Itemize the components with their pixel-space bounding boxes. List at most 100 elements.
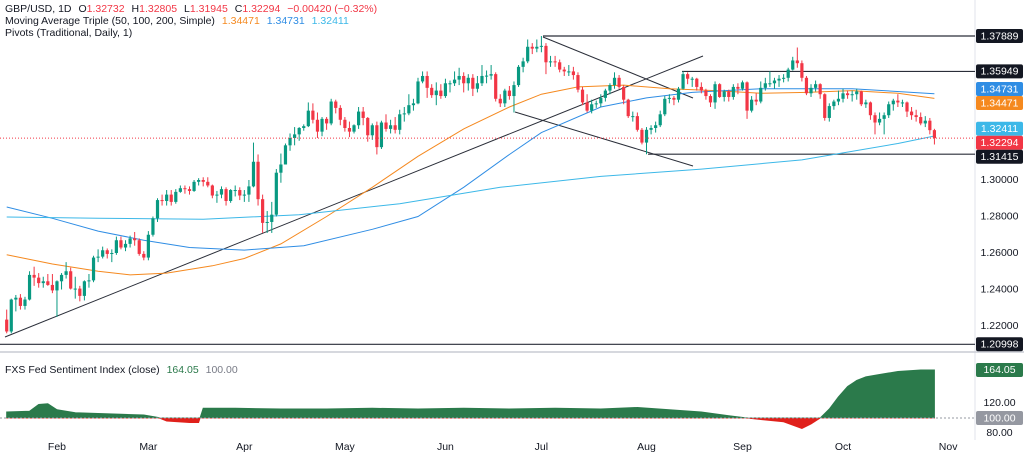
candle-body: [55, 281, 59, 291]
x-tick-label: Mar: [139, 441, 158, 453]
indicator-name: Moving Average Triple (50, 100, 200, Sim…: [5, 15, 215, 27]
candle-body: [306, 110, 310, 127]
candle-body: [471, 77, 475, 89]
x-tick-label: Sep: [733, 441, 752, 453]
candle-body: [649, 127, 653, 130]
candle-body: [909, 111, 914, 116]
axis-label-box: [976, 135, 1023, 150]
candle-body: [457, 75, 461, 80]
candle-body: [891, 100, 895, 105]
ohlc-key: C: [234, 3, 243, 15]
candle-body: [270, 214, 274, 222]
candle-body: [293, 134, 297, 139]
candle-body: [914, 115, 918, 118]
sub-value: 164.05: [166, 364, 199, 376]
candle-body: [672, 97, 676, 100]
candle-body: [402, 113, 406, 115]
candle-body: [238, 190, 242, 196]
candle-body: [315, 119, 320, 132]
ma-value: 1.32411: [311, 15, 349, 27]
candle-body: [59, 274, 64, 282]
legend-row: GBP/USD, 1D O1.32732 H1.32805 L1.31945 C…: [5, 3, 381, 15]
candle-body: [590, 104, 594, 111]
candle-body: [562, 69, 566, 72]
candle-body: [224, 189, 228, 201]
x-tick-label: Jun: [437, 441, 454, 453]
candle-body: [855, 91, 859, 95]
candle-body: [827, 106, 831, 118]
candle-body: [384, 122, 388, 129]
y-tick-label: 80.00: [986, 427, 1012, 439]
candle-body: [448, 83, 452, 85]
candle-body: [548, 61, 553, 63]
candle-body: [41, 281, 45, 284]
candle-body: [695, 78, 699, 87]
candle-body: [818, 84, 822, 95]
candle-body: [352, 125, 356, 132]
candle-body: [740, 82, 745, 89]
candle-body: [128, 238, 132, 244]
candle-body: [114, 240, 118, 254]
candle-body: [5, 319, 9, 332]
candle-body: [868, 102, 873, 116]
candle-body: [754, 99, 758, 102]
candle-body: [302, 126, 306, 128]
candle-body: [873, 115, 877, 123]
candle-body: [82, 281, 86, 296]
x-tick-label: May: [335, 441, 356, 453]
moving-average: [6, 135, 935, 220]
ohlc-key: L: [184, 3, 190, 15]
candle-body: [507, 90, 512, 97]
axis-label: 1.32294: [981, 137, 1019, 149]
candle-body: [722, 91, 726, 97]
candle-body: [73, 288, 77, 290]
candle-body: [366, 117, 370, 136]
candle-body: [274, 172, 278, 215]
y-tick-label: 120.00: [983, 397, 1015, 409]
candle-body: [174, 191, 178, 202]
candle-body: [750, 99, 754, 111]
sub-title: FXS Fed Sentiment Index (close): [5, 364, 160, 376]
candle-body: [663, 98, 667, 115]
y-tick-label: 1.28000: [981, 210, 1019, 222]
candle-body: [823, 94, 827, 118]
candle-body: [197, 180, 201, 182]
candle-body: [178, 188, 182, 192]
x-tick-label: Nov: [939, 441, 958, 453]
candle-body: [932, 130, 937, 139]
candle-body: [78, 288, 82, 296]
candle-body: [809, 87, 813, 94]
candle-body: [731, 86, 735, 97]
candle-body: [50, 284, 55, 291]
candle-body: [622, 86, 626, 100]
candle-body: [836, 98, 841, 102]
candle-body: [900, 102, 905, 104]
candle-body: [210, 185, 214, 196]
candle-body: [763, 83, 767, 88]
candle-body: [594, 103, 598, 105]
candle-body: [388, 125, 393, 129]
candle-body: [69, 271, 73, 289]
candle-body: [544, 45, 548, 63]
candle-body: [782, 77, 786, 79]
change: −0.00420 (−0.32%): [287, 3, 378, 15]
candle-body: [690, 78, 694, 80]
candle-body: [288, 138, 292, 146]
axis-label-box: [976, 96, 1023, 111]
candle-body: [119, 240, 123, 248]
close-value: 1.32294: [242, 3, 281, 15]
candle-body: [772, 80, 777, 84]
candle-body: [498, 98, 502, 104]
x-tick-label: Aug: [637, 441, 656, 453]
candle-body: [736, 86, 740, 89]
axis-label-box: [976, 29, 1023, 44]
candle-body: [443, 83, 448, 97]
candle-body: [169, 194, 173, 202]
candle-body: [18, 297, 23, 306]
moving-average: [6, 88, 935, 251]
candle-body: [905, 102, 909, 112]
candle-body: [526, 46, 530, 62]
plot-layer: 1.22000 1.24000 1.26000 1.28000 1.30000 Feb Ma…: [0, 29, 1023, 453]
candle-body: [347, 127, 352, 132]
